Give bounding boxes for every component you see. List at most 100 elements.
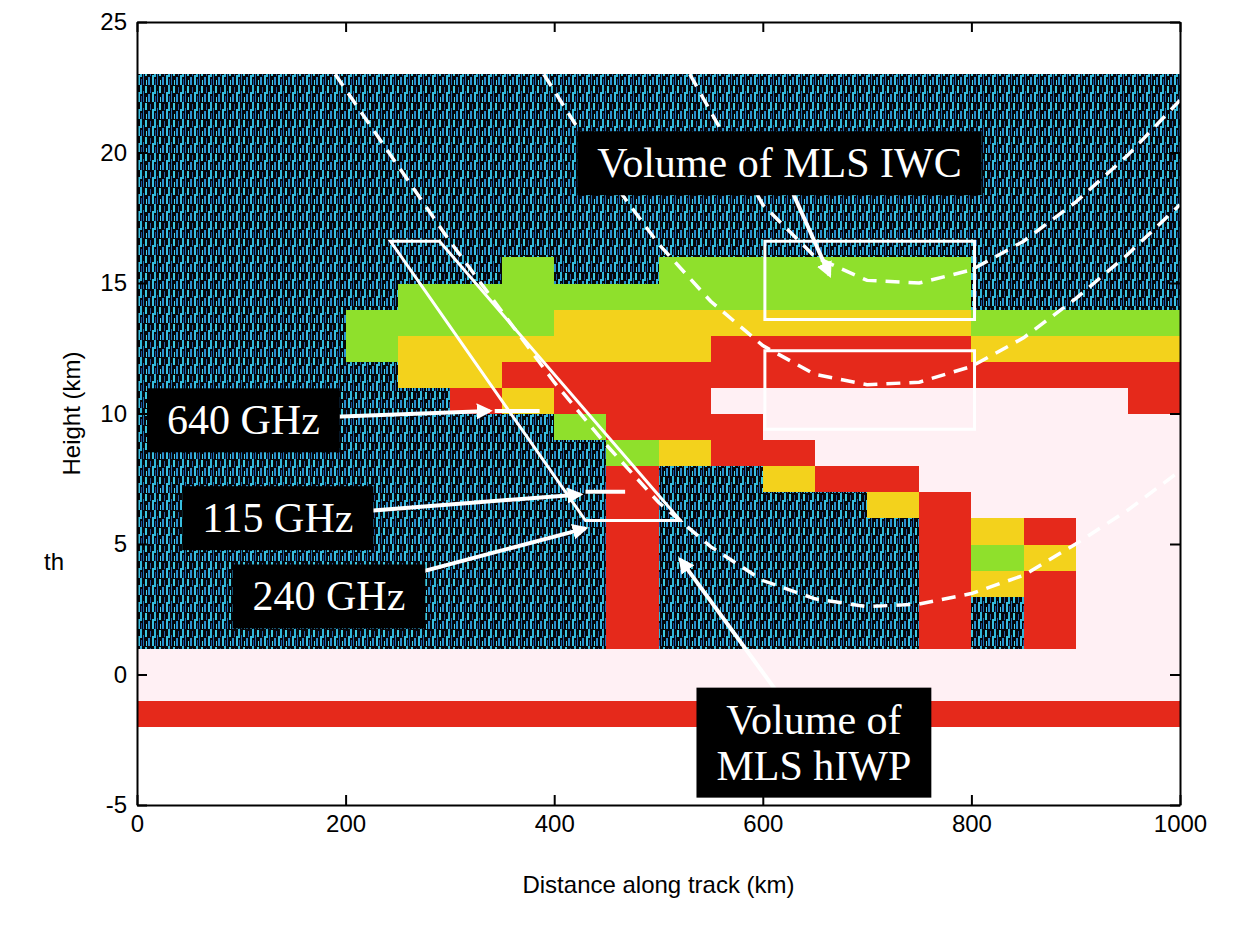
y-axis: -50510152025	[100, 8, 147, 818]
heatmap-cell	[867, 205, 920, 232]
heatmap-cell	[1076, 205, 1129, 232]
heatmap-cell	[763, 257, 816, 284]
heatmap-cell	[398, 100, 451, 127]
heatmap-cell	[867, 648, 920, 675]
annotation-text: 640 GHz	[167, 397, 320, 443]
heatmap-cell	[137, 231, 190, 258]
heatmap-cell	[293, 648, 346, 675]
plot-area	[137, 74, 1180, 727]
heatmap-cell	[346, 74, 399, 101]
heatmap-cell	[1076, 622, 1129, 649]
heatmap-cell	[137, 596, 190, 623]
heatmap-cell	[606, 335, 659, 362]
tick-mark	[1170, 674, 1180, 676]
heatmap-cell	[1076, 153, 1129, 180]
heatmap-cell	[1076, 74, 1129, 101]
heatmap-cell	[971, 622, 1024, 649]
tick	[554, 22, 555, 32]
heatmap-cell	[398, 335, 451, 362]
heatmap-cell	[398, 414, 451, 441]
tick-label: 800	[952, 810, 992, 837]
heatmap-cell	[137, 544, 190, 571]
heatmap-cell	[763, 440, 816, 467]
heatmap-cell	[189, 100, 242, 127]
annotation-box	[233, 564, 426, 628]
heatmap-cell	[919, 440, 972, 467]
heatmap-cell	[971, 309, 1024, 336]
annotation: 240 GHz	[233, 564, 426, 628]
annotation: 115 GHz	[182, 486, 373, 550]
heatmap-cell	[346, 231, 399, 258]
heatmap-cell	[137, 257, 190, 284]
annotation-text: 115 GHz	[202, 495, 353, 541]
heatmap-cell	[293, 179, 346, 206]
heatmap-cell	[867, 414, 920, 441]
heatmap-cell	[346, 335, 399, 362]
heatmap-cell	[293, 126, 346, 153]
heatmap-cell	[137, 570, 190, 597]
heatmap-cell	[1076, 414, 1129, 441]
heatmap-cell	[1024, 205, 1077, 232]
tick-label: 10	[100, 400, 127, 427]
heatmap-cell	[241, 126, 294, 153]
tick-mark	[1170, 152, 1180, 154]
frequency-marker	[495, 409, 540, 413]
heatmap-cell	[502, 231, 555, 258]
heatmap-cell	[919, 100, 972, 127]
heatmap-cell	[1128, 335, 1180, 362]
tick-mark	[971, 22, 973, 32]
heatmap-cell	[450, 153, 503, 180]
tick: 15	[100, 269, 147, 296]
heatmap-cell	[815, 414, 868, 441]
heatmap-cell	[711, 361, 764, 388]
heatmap-cell	[293, 283, 346, 310]
heatmap-cell	[189, 309, 242, 336]
heatmap-cell	[919, 622, 972, 649]
tick-label: -5	[106, 791, 127, 818]
heatmap-cell	[241, 231, 294, 258]
heatmap-cell	[189, 205, 242, 232]
heatmap-cell	[711, 74, 764, 101]
heatmap-cell	[1024, 100, 1077, 127]
heatmap-cell	[1128, 257, 1180, 284]
heatmap-cell	[398, 205, 451, 232]
heatmap-cell	[1128, 701, 1180, 728]
tick: 25	[100, 8, 147, 35]
heatmap-cell	[971, 544, 1024, 571]
heatmap-cell	[502, 440, 555, 467]
heatmap-cell	[659, 100, 712, 127]
heatmap-cell	[867, 335, 920, 362]
heatmap-cell	[1128, 153, 1180, 180]
heatmap-cell	[711, 518, 764, 545]
heatmap-cell	[554, 257, 607, 284]
heatmap-cell	[450, 570, 503, 597]
x-axis-title: Distance along track (km)	[522, 871, 794, 898]
heatmap-cell	[189, 361, 242, 388]
annotation-line: Volume of MLS IWC	[597, 140, 961, 186]
heatmap-cell	[971, 701, 1024, 728]
heatmap-cell	[763, 283, 816, 310]
heatmap-cell	[867, 440, 920, 467]
heatmap-cell	[1076, 466, 1129, 493]
heatmap-cell	[606, 257, 659, 284]
heatmap-cell	[659, 440, 712, 467]
heatmap-cell	[346, 440, 399, 467]
weighting-curve	[335, 74, 1180, 606]
heatmap-cell	[346, 648, 399, 675]
heatmap-cell	[711, 492, 764, 519]
heatmap-cell	[189, 126, 242, 153]
heatmap-cell	[293, 701, 346, 728]
annotation: 640 GHz	[147, 388, 340, 452]
heatmap-cell	[398, 309, 451, 336]
heatmap-cell	[398, 440, 451, 467]
heatmap-cell	[1024, 440, 1077, 467]
heatmap-cell	[763, 622, 816, 649]
tick-mark	[137, 413, 147, 415]
heatmap-cell	[659, 622, 712, 649]
heatmap-cell	[189, 283, 242, 310]
heatmap-cell	[711, 544, 764, 571]
heatmap-cell	[346, 283, 399, 310]
heatmap-cell	[137, 361, 190, 388]
tick-label: 5	[114, 530, 127, 557]
heatmap-cell	[919, 283, 972, 310]
